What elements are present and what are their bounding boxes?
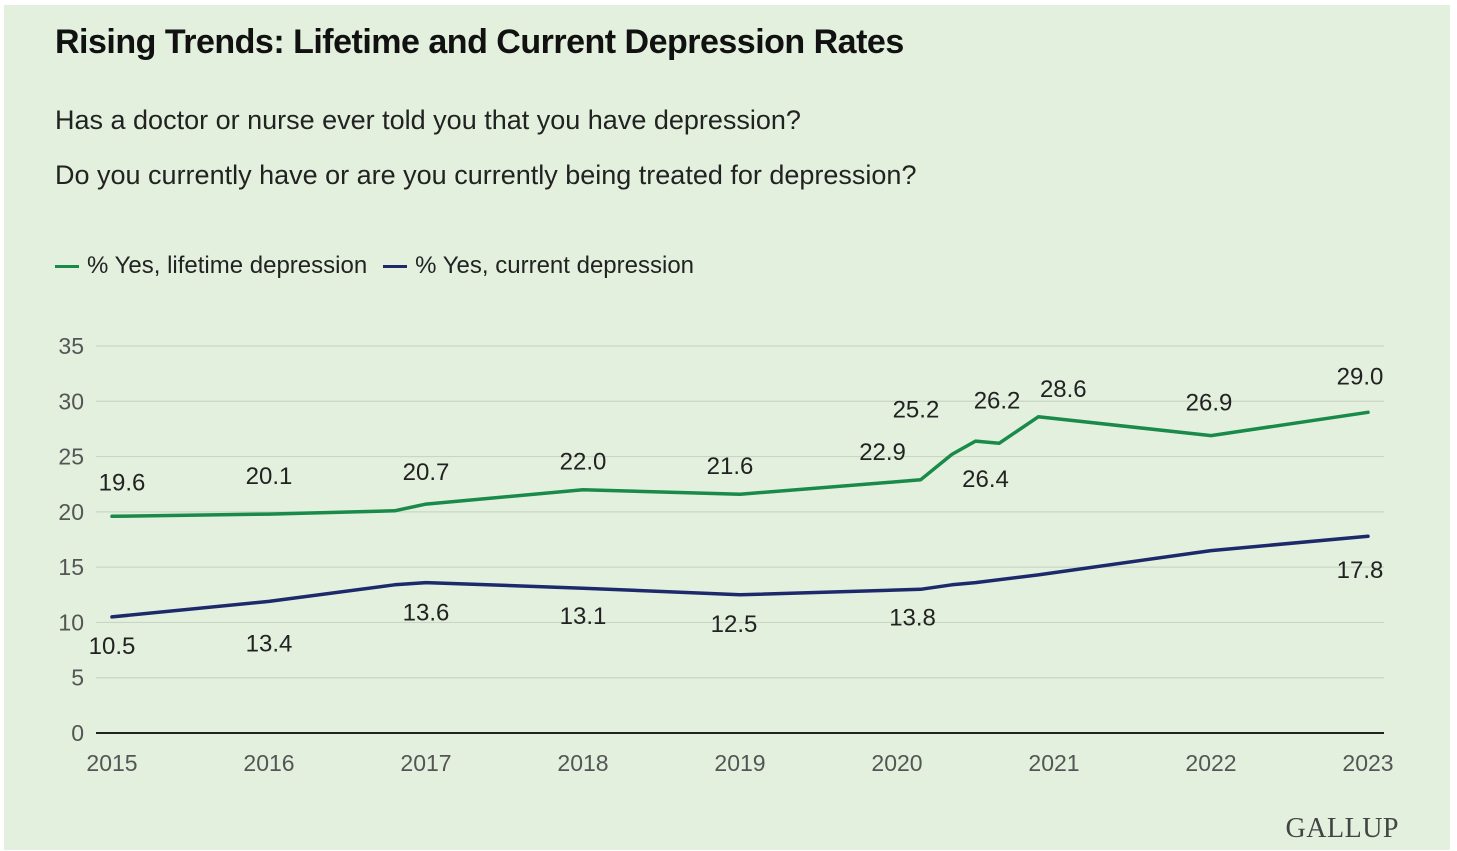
current-data-label: 17.8 [1337,557,1384,584]
lifetime-data-label: 22.9 [859,439,906,466]
x-tick-label: 2023 [1342,750,1393,776]
legend-label-lifetime: % Yes, lifetime depression [87,252,368,279]
y-tick-label: 30 [58,388,84,414]
lifetime-data-label: 20.7 [403,459,450,486]
lifetime-data-label: 26.2 [974,387,1021,414]
lifetime-data-label: 29.0 [1337,363,1384,390]
y-tick-label: 10 [58,609,84,635]
chart-card [4,5,1450,850]
x-tick-label: 2019 [714,750,765,776]
y-tick-label: 35 [58,333,84,359]
x-tick-label: 2016 [243,750,294,776]
lifetime-data-label: 28.6 [1040,376,1087,403]
current-data-label: 12.5 [711,611,758,638]
lifetime-data-label: 22.0 [560,449,607,476]
lifetime-data-label: 26.4 [962,466,1009,493]
legend-item-current[interactable]: % Yes, current depression [383,252,694,280]
x-tick-label: 2021 [1028,750,1079,776]
legend-swatch-lifetime [55,264,79,268]
chart-subtitle-current-question: Do you currently have or are you current… [55,160,917,190]
lifetime-data-label: 20.1 [246,463,293,490]
x-tick-label: 2022 [1185,750,1236,776]
current-data-label: 13.8 [889,604,936,631]
y-tick-label: 0 [71,720,84,746]
current-data-label: 13.4 [246,630,293,657]
lifetime-data-label: 26.9 [1186,390,1233,417]
x-tick-label: 2020 [871,750,922,776]
y-tick-label: 20 [58,499,84,525]
legend-swatch-current [383,264,408,268]
x-tick-label: 2015 [86,750,137,776]
legend-label-current: % Yes, current depression [415,252,695,279]
legend-item-lifetime[interactable]: % Yes, lifetime depression [55,252,367,280]
y-tick-label: 15 [58,554,84,580]
current-data-label: 13.1 [560,603,607,630]
gallup-logo: GALLUP [1285,813,1399,844]
lifetime-data-label: 21.6 [707,453,754,480]
chart-title: Rising Trends: Lifetime and Current Depr… [55,23,904,61]
y-tick-label: 25 [58,444,84,470]
x-tick-label: 2018 [557,750,608,776]
x-tick-label: 2017 [400,750,451,776]
chart-subtitle-lifetime-question: Has a doctor or nurse ever told you that… [55,105,801,135]
chart-legend: % Yes, lifetime depression % Yes, curren… [55,252,710,280]
current-depression-line [110,534,1370,619]
current-data-label: 10.5 [89,633,136,660]
y-tick-label: 5 [71,665,84,691]
current-data-label: 13.6 [403,600,450,627]
lifetime-data-label: 19.6 [99,469,146,496]
lifetime-data-label: 25.2 [893,396,940,423]
